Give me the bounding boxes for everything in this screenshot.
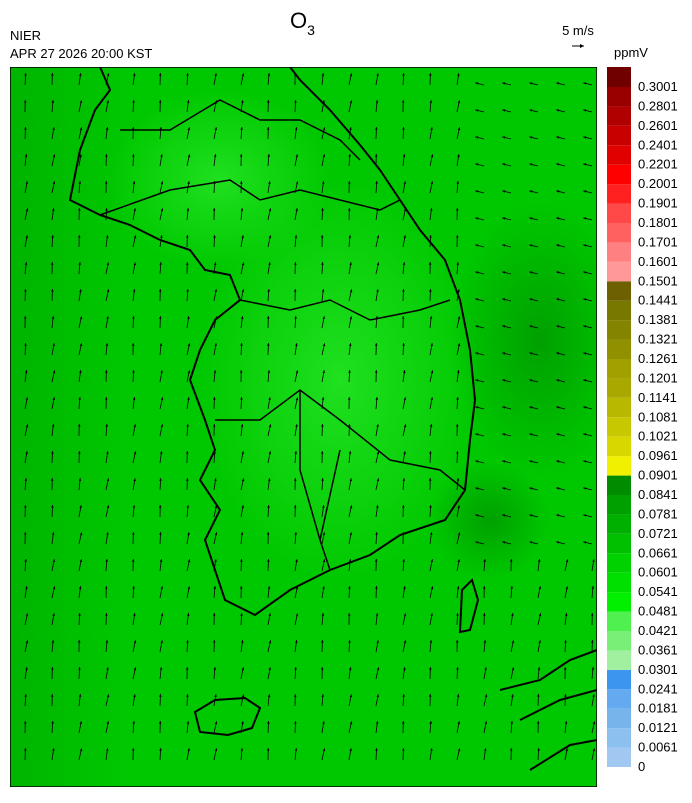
colorbar-label: 0.1261 [638,351,678,366]
colorbar-label: 0.0301 [638,662,678,677]
colorbar-label: 0.0841 [638,487,678,502]
colorbar-label: 0.1701 [638,234,678,249]
colorbar-label: 0.1201 [638,370,678,385]
colorbar-segment [607,165,631,184]
colorbar-segment [607,204,631,223]
colorbar-segment [607,573,631,592]
colorbar-segment [607,126,631,145]
colorbar-segment [607,495,631,514]
colorbar-segment [607,262,631,281]
colorbar-segment [607,359,631,378]
colorbar-label: 0.0421 [638,623,678,638]
colorbar-label: 0.2401 [638,137,678,152]
map [10,67,630,787]
colorbar-segment [607,398,631,417]
datetime: APR 27 2026 20:00 KST [10,46,152,61]
colorbar-segment [607,417,631,436]
colorbar-segment [607,145,631,164]
title-main: O [290,8,307,33]
colorbar-segment [607,223,631,242]
wind-scale-head [580,44,584,48]
colorbar-label: 0.1081 [638,409,678,424]
colorbar-segment [607,689,631,708]
colorbar-segment [607,242,631,261]
colorbar-label: 0.1141 [638,390,677,405]
colorbar-label: 0.0361 [638,642,678,657]
colorbar-segment [607,456,631,475]
colorbar-segment [607,728,631,747]
colorbar-label: 0.1021 [638,429,678,444]
colorbar-label: 0.0661 [638,545,678,560]
colorbar-label: 0.0781 [638,506,678,521]
colorbar-label: 0.2801 [638,98,678,113]
colorbar-segment [607,612,631,631]
colorbar-label: 0.3001 [638,79,678,94]
colorbar-label: 0.0721 [638,526,678,541]
colorbar-label: 0.1601 [638,254,678,269]
colorbar-segment [607,106,631,125]
colorbar-label: 0.2601 [638,118,678,133]
colorbar-segment [607,592,631,611]
colorbar-segment [607,301,631,320]
colorbar-segment [607,476,631,495]
colorbar-label: 0.0901 [638,468,678,483]
colorbar-segment [607,709,631,728]
colorbar-label: 0.0961 [638,448,678,463]
colorbar-segment [607,650,631,669]
colorbar: 0 0.0061 0.0121 0.0181 0.0241 0.0301 0.0361 0.0… [607,67,678,774]
colorbar-label: 0.1801 [638,215,678,230]
colorbar-label: 0.0541 [638,584,678,599]
colorbar-segment [607,281,631,300]
colorbar-segment [607,378,631,397]
colorbar-label: 0.0181 [638,701,678,716]
colorbar-segment [607,631,631,650]
colorbar-label: 0.1901 [638,196,678,211]
title-sub: 3 [307,22,315,38]
colorbar-label: 0.1501 [638,273,678,288]
colorbar-label: 0.0601 [638,565,678,580]
colorbar-label: 0.0121 [638,720,678,735]
colorbar-segment [607,670,631,689]
colorbar-label: 0 [638,759,645,774]
colorbar-label: 0.1441 [638,293,678,308]
colorbar-segment [607,340,631,359]
map-shade [110,90,330,270]
colorbar-label: 0.1381 [638,312,678,327]
colorbar-segment [607,514,631,533]
colorbar-segment [607,320,631,339]
colorbar-segment [607,184,631,203]
colorbar-segment [607,534,631,553]
colorbar-segment [607,87,631,106]
colorbar-segment [607,553,631,572]
colorbar-label: 0.2001 [638,176,678,191]
agency: NIER [10,28,41,43]
title: O3 [290,8,315,38]
wind-scale-label: 5 m/s [562,23,594,38]
colorbar-segment [607,67,631,87]
colorbar-unit: ppmV [614,45,648,60]
colorbar-label: 0.0241 [638,681,678,696]
colorbar-label: 0.0061 [638,740,678,755]
colorbar-label: 0.1321 [638,332,678,347]
colorbar-label: 0.2201 [638,157,678,172]
colorbar-segment [607,748,631,767]
colorbar-segment [607,437,631,456]
colorbar-label: 0.0481 [638,604,678,619]
